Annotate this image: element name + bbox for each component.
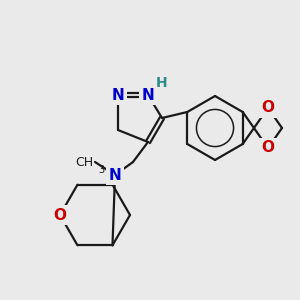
Text: CH: CH — [75, 155, 93, 169]
Text: O: O — [262, 140, 275, 155]
Text: 3: 3 — [98, 165, 104, 175]
Text: N: N — [109, 167, 122, 182]
Text: O: O — [262, 100, 275, 116]
Text: N: N — [142, 88, 154, 103]
Text: N: N — [112, 88, 124, 103]
Text: H: H — [156, 76, 168, 90]
Text: O: O — [53, 208, 67, 223]
